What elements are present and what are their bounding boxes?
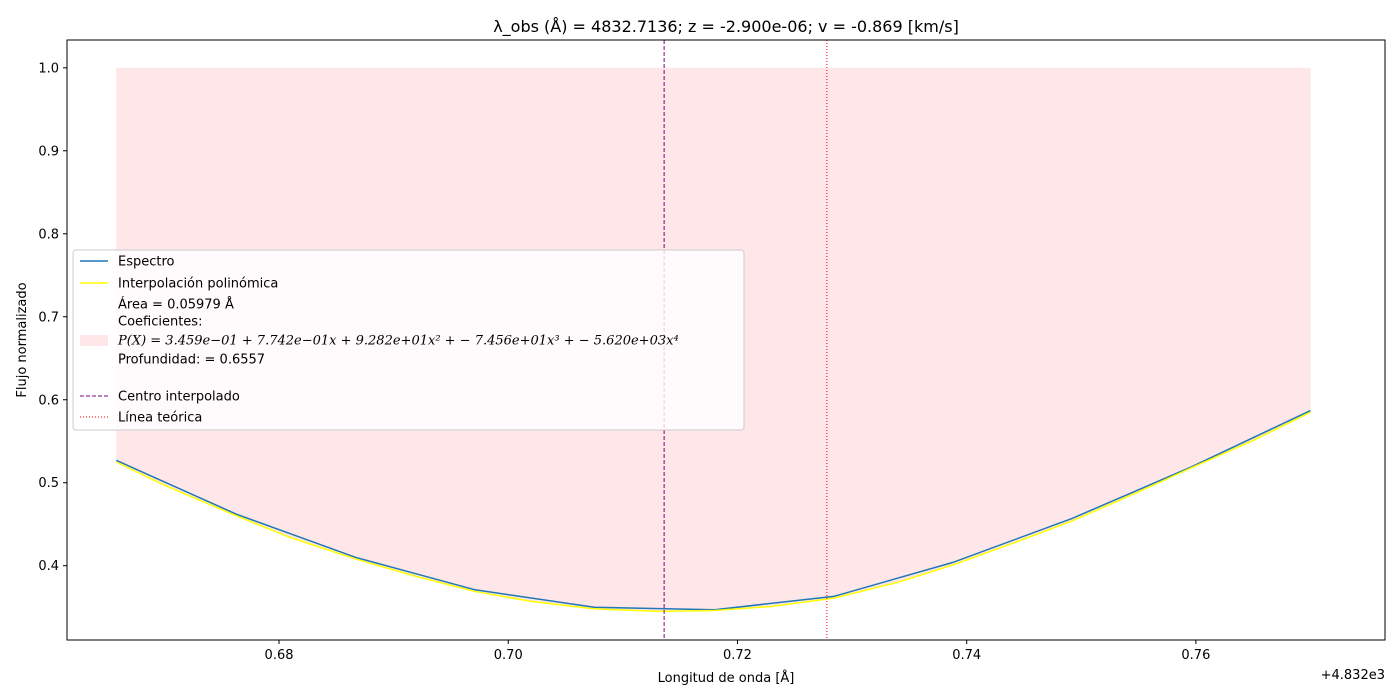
- y-ticks: 0.4 0.5 0.6 0.7 0.8 0.9 1.0: [38, 61, 67, 574]
- y-axis-label: Flujo normalizado: [15, 282, 30, 397]
- legend-label-espectro: Espectro: [118, 255, 175, 270]
- legend-swatch-area-fill: [80, 335, 108, 346]
- x-axis-offset-label: +4.832e3: [1321, 668, 1385, 683]
- legend: Espectro Interpolación polinómica Área =…: [72, 249, 745, 431]
- series-line-espectro: [115, 409, 1311, 611]
- x-tick-label: 0.76: [1181, 648, 1210, 663]
- legend-label-teorica: Línea teórica: [118, 411, 202, 426]
- x-tick-label: 0.70: [494, 648, 523, 663]
- legend-label-coeficientes: Coeficientes:: [118, 315, 202, 330]
- y-tick-label: 0.7: [38, 310, 59, 325]
- plot-frame: [66, 39, 1386, 641]
- legend-label-polynomial: P(X) = 3.459e−01 + 7.742e−01x + 9.282e+0…: [117, 334, 679, 349]
- chart-title: λ_obs (Å) = 4832.7136; z = -2.900e-06; v…: [493, 17, 959, 37]
- y-tick-label: 0.5: [38, 476, 59, 491]
- y-tick-label: 0.8: [38, 227, 59, 242]
- x-axis-label: Longitud de onda [Å]: [658, 670, 795, 686]
- legend-label-centro: Centro interpolado: [118, 390, 240, 405]
- x-tick-label: 0.68: [265, 648, 294, 663]
- legend-label-profundidad: Profundidad: = 0.6557: [118, 353, 265, 368]
- series-line-interpolacion: [115, 411, 1311, 613]
- y-tick-label: 0.9: [38, 144, 59, 159]
- x-tick-label: 0.72: [723, 648, 752, 663]
- y-tick-label: 0.6: [38, 393, 59, 408]
- legend-box: [72, 249, 745, 431]
- legend-label-area: Área = 0.05979 Å: [118, 297, 234, 313]
- legend-label-interpolacion: Interpolación polinómica: [118, 277, 278, 292]
- x-ticks: 0.68 0.70 0.72 0.74 0.76: [265, 640, 1210, 663]
- series-layer: [115, 409, 1311, 613]
- y-tick-label: 1.0: [38, 61, 59, 76]
- y-tick-label: 0.4: [38, 559, 59, 574]
- x-tick-label: 0.74: [952, 648, 981, 663]
